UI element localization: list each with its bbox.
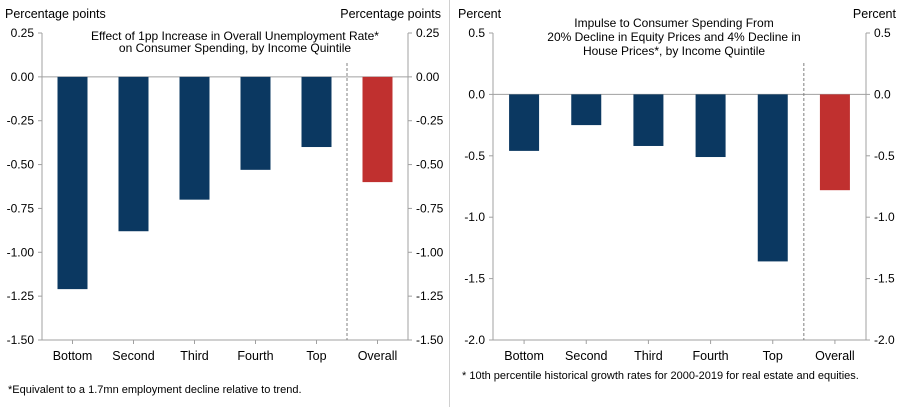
y-tick-label-left: 0.25 <box>11 26 35 40</box>
chart-title-line: Effect of 1pp Increase in Overall Unempl… <box>91 29 379 43</box>
bar-second <box>571 94 602 126</box>
bar-fourth <box>240 76 271 170</box>
y-tick-label-left: -1.25 <box>7 289 35 303</box>
y-tick-label-left: -0.50 <box>7 158 35 172</box>
x-category-label: Third <box>180 349 209 363</box>
bar-bottom <box>57 76 88 290</box>
x-category-label: Bottom <box>53 349 93 363</box>
y-tick-label-right: 0.00 <box>416 70 440 84</box>
x-category-label: Top <box>306 349 326 363</box>
y-tick-label-right: -0.50 <box>416 158 444 172</box>
y-tick-label-left: -0.5 <box>464 149 485 163</box>
y-tick-label-left: 0.0 <box>468 87 485 101</box>
bar-bottom <box>509 94 540 151</box>
y-tick-label-right: -0.5 <box>874 149 895 163</box>
y-tick-label-right: 0.0 <box>874 87 891 101</box>
x-category-label: Overall <box>815 349 855 363</box>
bar-third <box>179 76 210 200</box>
x-category-label: Top <box>763 349 783 363</box>
y-tick-label-left: 0.00 <box>11 70 35 84</box>
y-axis-unit-right: Percentage points <box>340 7 441 21</box>
chart-panel-unemployment: Percentage points Percentage points Effect… <box>0 0 449 375</box>
y-tick-label-left: -1.0 <box>464 210 485 224</box>
bar-top <box>757 94 788 262</box>
y-tick-label-right: 0.25 <box>416 26 440 40</box>
chart-wealth-impulse-svg: Percent Percent Impulse to Consumer Spendi… <box>458 7 897 363</box>
y-tick-label-left: -2.0 <box>464 333 485 347</box>
y-tick-label-left: -1.5 <box>464 272 485 286</box>
y-tick-label-right: -1.50 <box>416 333 444 347</box>
bar-top <box>301 76 332 148</box>
chart-title-line: Impulse to Consumer Spending From <box>574 16 773 30</box>
chart-title-line: House Prices*, by Income Quintile <box>583 44 765 58</box>
y-tick-label-right: -1.5 <box>874 272 895 286</box>
y-axis-unit-left: Percentage points <box>5 7 106 21</box>
bar-second <box>118 76 149 232</box>
y-tick-label-left: -0.75 <box>7 201 35 215</box>
panel-divider <box>449 0 452 407</box>
x-category-label: Fourth <box>237 349 273 363</box>
bar-third <box>633 94 664 146</box>
y-tick-label-right: -1.0 <box>874 210 895 224</box>
x-category-label: Second <box>565 349 607 363</box>
chart-panel-wealth-impulse: Percent Percent Impulse to Consumer Spendi… <box>452 0 903 375</box>
bar-fourth <box>695 94 726 158</box>
y-tick-label-left: -1.00 <box>7 245 35 259</box>
x-category-label: Bottom <box>504 349 544 363</box>
y-tick-label-right: -2.0 <box>874 333 895 347</box>
chart-title-line: on Consumer Spending, by Income Quintile <box>119 41 351 55</box>
y-tick-label-left: 0.5 <box>468 26 485 40</box>
x-category-label: Second <box>112 349 154 363</box>
bar-overall <box>819 94 850 191</box>
y-tick-label-left: -1.50 <box>7 333 35 347</box>
y-tick-label-right: 0.5 <box>874 26 891 40</box>
x-category-label: Overall <box>358 349 398 363</box>
chart-title-line: 20% Decline in Equity Prices and 4% Decl… <box>547 30 800 44</box>
bar-overall <box>362 76 393 183</box>
footnote-right: * 10th percentile historical growth rate… <box>462 370 859 382</box>
y-tick-label-right: -1.25 <box>416 289 444 303</box>
y-axis-unit-left: Percent <box>458 7 502 21</box>
y-tick-label-right: -0.25 <box>416 114 444 128</box>
y-tick-label-right: -0.75 <box>416 201 444 215</box>
chart-unemployment-svg: Percentage points Percentage points Effect… <box>5 7 444 363</box>
x-category-label: Third <box>634 349 663 363</box>
x-category-label: Fourth <box>693 349 729 363</box>
y-tick-label-right: -1.00 <box>416 245 444 259</box>
y-tick-label-left: -0.25 <box>7 114 35 128</box>
y-axis-unit-right: Percent <box>853 7 897 21</box>
footnote-left: *Equivalent to a 1.7mn employment declin… <box>8 384 302 396</box>
